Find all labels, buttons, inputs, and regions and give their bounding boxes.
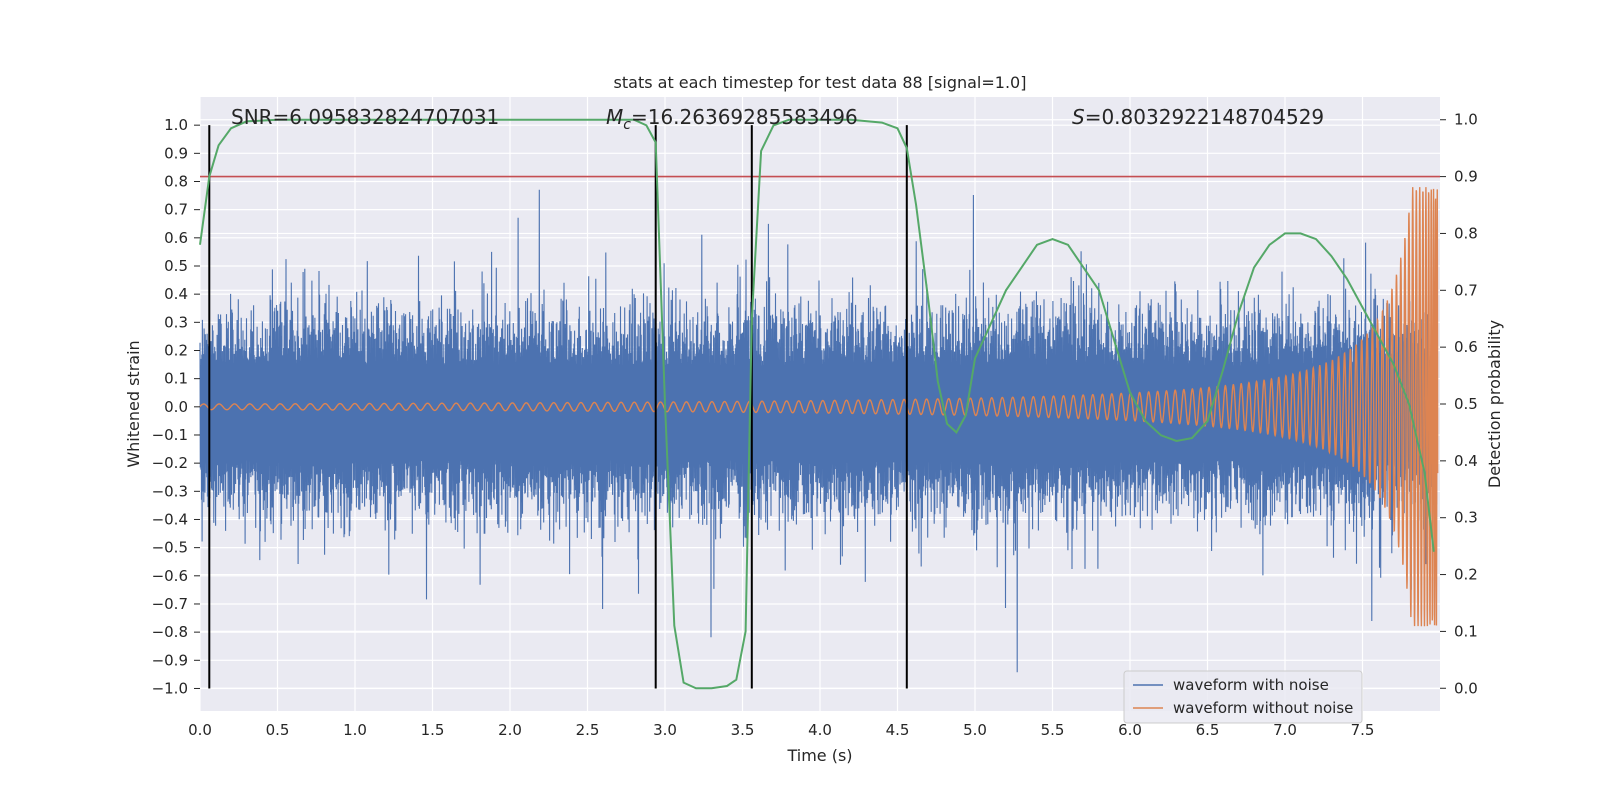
y2-axis-label: Detection probability [1485, 320, 1504, 488]
y2-tick-label: 0.1 [1454, 622, 1478, 640]
legend-label-clean: waveform without noise [1173, 699, 1353, 717]
y-tick-label: −0.2 [152, 454, 188, 472]
x-tick-label: 2.0 [498, 721, 522, 739]
y-tick-label: −0.1 [152, 426, 188, 444]
probability-series-layer [199, 118, 1435, 690]
x-tick-label: 1.5 [421, 721, 445, 739]
score-symbol: S [1072, 105, 1085, 129]
y2-tick-label: 0.0 [1454, 679, 1478, 697]
y-tick-label: −0.4 [152, 510, 188, 528]
legend: waveform with noise waveform without noi… [1123, 670, 1363, 724]
x-tick-label: 7.5 [1351, 721, 1375, 739]
x-tick-label: 5.0 [963, 721, 987, 739]
y-tick-label: 0.4 [164, 285, 188, 303]
x-tick-label: 5.5 [1041, 721, 1065, 739]
chart-title: stats at each timestep for test data 88 … [614, 73, 1027, 92]
y-tick-label: 0.8 [164, 172, 188, 190]
clean-waveform-line [199, 187, 1439, 627]
x-tick-label: 1.0 [343, 721, 367, 739]
chirp-mass-subscript: c [623, 117, 631, 133]
y-tick-label: −1.0 [152, 679, 188, 697]
snr-annotation: SNR=6.095832824707031 [231, 105, 499, 129]
score-annotation: S=0.8032922148704529 [1072, 105, 1324, 129]
chirp-series-layer [199, 187, 1439, 627]
y2-tick-label: 0.5 [1454, 395, 1478, 413]
chirp-mass-value: =16.26369285583496 [631, 105, 858, 129]
x-tick-label: 6.0 [1118, 721, 1142, 739]
noisy-waveform-line [199, 189, 1438, 673]
y2-tick-label: 0.6 [1454, 338, 1478, 356]
x-tick-label: 4.5 [886, 721, 910, 739]
y-tick-label: −0.7 [152, 595, 188, 613]
x-tick-label: 4.0 [808, 721, 832, 739]
y-tick-label: 0.0 [164, 398, 188, 416]
y-tick-label: 0.7 [164, 201, 188, 219]
y-tick-label: −0.8 [152, 623, 188, 641]
x-tick-label: 3.5 [731, 721, 755, 739]
y2-tick-label: 0.8 [1454, 224, 1478, 242]
y-tick-label: −0.9 [152, 651, 188, 669]
x-tick-label: 7.0 [1273, 721, 1297, 739]
y-tick-label: 0.5 [164, 257, 188, 275]
legend-label-noise: waveform with noise [1173, 676, 1329, 694]
detection-probability-line [199, 118, 1435, 690]
x-tick-label: 3.0 [653, 721, 677, 739]
y2-tick-label: 0.2 [1454, 566, 1478, 584]
vertical-marker-layer [208, 125, 908, 689]
y-tick-label: −0.5 [152, 539, 188, 557]
y2-tick-label: 0.7 [1454, 281, 1478, 299]
score-value: =0.8032922148704529 [1085, 105, 1324, 129]
y-tick-label: 0.2 [164, 341, 188, 359]
y-tick-label: 0.6 [164, 229, 188, 247]
noise-series-layer [199, 189, 1438, 673]
y2-tick-label: 0.3 [1454, 509, 1478, 527]
x-tick-label: 2.5 [576, 721, 600, 739]
x-tick-labels: 0.0 0.5 1.0 1.5 2.0 2.5 3.0 3.5 4.0 4.5 5.0 5.5 6.0 6… [188, 721, 1374, 739]
x-tick-label: 0.0 [188, 721, 212, 739]
x-tick-label: 0.5 [266, 721, 290, 739]
x-tick-label: 6.5 [1196, 721, 1220, 739]
y2-tick-labels: 1.0 0.9 0.8 0.7 0.6 0.5 0.4 0.3 0.2 0.1 0.0 [1440, 111, 1478, 697]
y-tick-label: 1.0 [164, 116, 188, 134]
y-axis-label: Whitened strain [124, 340, 143, 467]
chirp-mass-symbol: M [606, 105, 623, 129]
chirp-mass-annotation: Mc=16.26369285583496 [606, 105, 858, 133]
y-tick-label: 0.9 [164, 144, 188, 162]
y-tick-label: 0.3 [164, 313, 188, 331]
y-tick-label: 0.1 [164, 370, 188, 388]
y2-tick-label: 0.4 [1454, 452, 1478, 470]
legend-box [1123, 670, 1363, 724]
x-axis-label: Time (s) [786, 746, 852, 765]
y-tick-label: −0.3 [152, 482, 188, 500]
y-tick-labels: 1.0 0.9 0.8 0.7 0.6 0.5 0.4 0.3 0.2 0.1 0.0 −0.1 −0.… [152, 116, 200, 697]
y-tick-label: −0.6 [152, 567, 188, 585]
y2-tick-label: 0.9 [1454, 168, 1478, 186]
y2-tick-label: 1.0 [1454, 111, 1478, 129]
